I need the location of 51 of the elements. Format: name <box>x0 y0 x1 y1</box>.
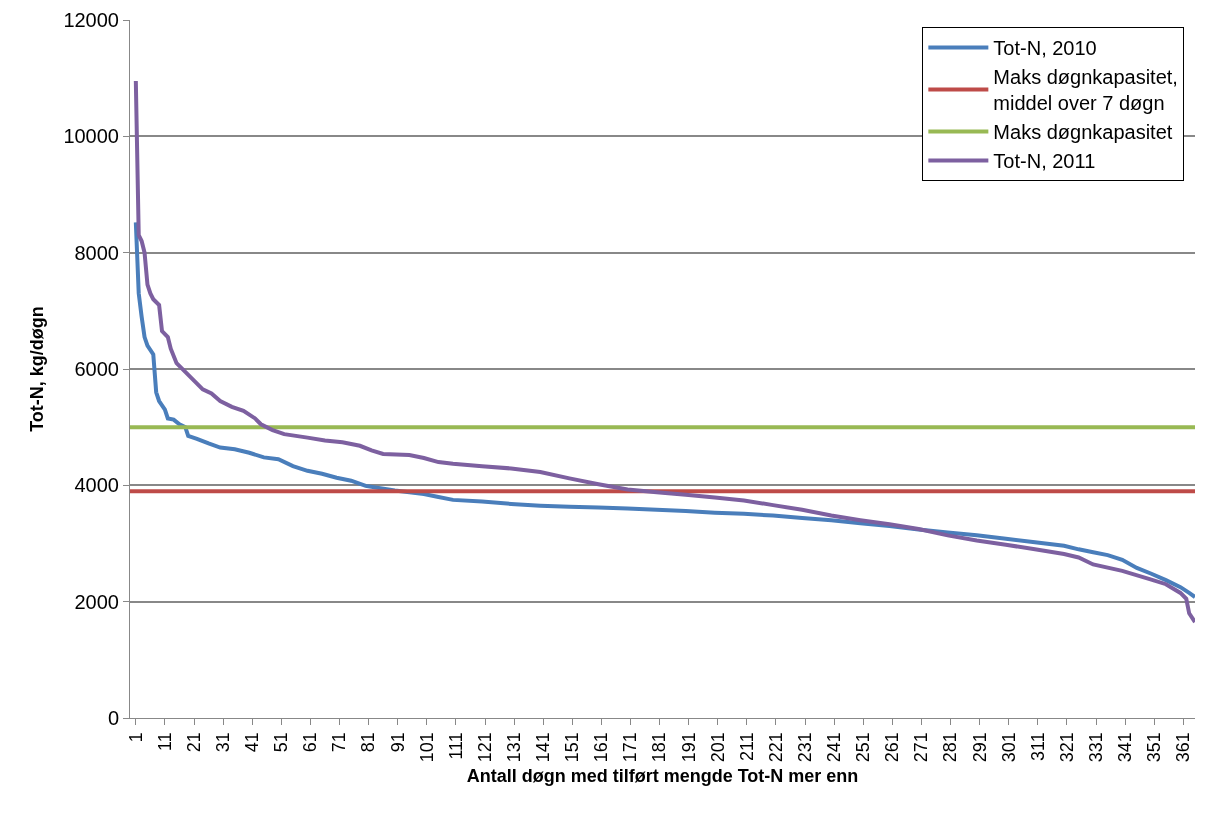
x-tick-label: 21 <box>183 732 204 753</box>
y-tick-label: 12000 <box>63 9 119 31</box>
y-tick-label: 8000 <box>74 241 119 264</box>
x-tick-label: 191 <box>678 732 699 763</box>
y-tick-label: 10000 <box>63 125 119 148</box>
legend-label: Maks døgnkapasitet, middel over 7 døgn <box>993 66 1178 115</box>
x-tick-label: 11 <box>154 732 175 751</box>
x-tick-label: 251 <box>853 732 874 763</box>
y-tick-label: 0 <box>107 707 119 729</box>
x-tick-label: 271 <box>911 732 932 763</box>
x-axis-title: Antall døgn med tilført mengde Tot-N mer enn <box>466 766 859 787</box>
x-tick-label: 1 <box>125 732 146 743</box>
x-tick-label: 51 <box>271 732 292 753</box>
x-tick-label: 351 <box>1144 732 1165 763</box>
x-tick-label: 61 <box>300 732 321 753</box>
y-tick-label: 2000 <box>74 590 119 613</box>
x-tick-label: 341 <box>1115 732 1136 763</box>
x-tick-label: 91 <box>387 732 408 753</box>
x-tick-label: 161 <box>591 732 612 763</box>
x-tick-label: 81 <box>358 732 379 753</box>
x-tick-label: 171 <box>620 732 641 763</box>
x-tick-label: 321 <box>1056 732 1077 763</box>
x-tick-label: 71 <box>329 732 350 753</box>
x-tick-label: 121 <box>474 732 495 763</box>
x-tick-label: 361 <box>1173 732 1194 763</box>
legend-label: Tot-N, 2010 <box>993 37 1097 60</box>
x-tick-label: 41 <box>242 732 263 753</box>
legend-label: Maks døgnkapasitet <box>993 121 1173 144</box>
x-tick-label: 101 <box>416 732 437 763</box>
y-axis-title: Tot-N, kg/døgn <box>26 306 47 432</box>
x-tick-label: 301 <box>998 732 1019 763</box>
x-tick-label: 181 <box>649 732 670 763</box>
x-tick-label: 141 <box>533 732 554 763</box>
y-tick-label: 6000 <box>74 358 119 380</box>
x-tick-label: 331 <box>1085 732 1106 763</box>
x-tick-label: 111 <box>445 732 466 760</box>
x-tick-label: 201 <box>707 732 728 763</box>
x-tick-label: 291 <box>969 732 990 763</box>
x-tick-label: 241 <box>824 732 845 763</box>
x-tick-label: 311 <box>1027 732 1048 761</box>
line-series <box>133 220 1195 600</box>
x-tick-label: 151 <box>562 732 583 763</box>
x-tick-label: 31 <box>212 732 233 753</box>
x-tick-label: 281 <box>940 732 961 763</box>
x-tick-label: 221 <box>765 732 786 763</box>
x-tick-label: 261 <box>882 732 903 763</box>
y-tick-label: 4000 <box>74 474 119 497</box>
x-tick-label: 211 <box>736 732 757 761</box>
x-tick-label: 231 <box>794 732 815 763</box>
legend-label: Tot-N, 2011 <box>993 150 1096 173</box>
x-tick-label: 131 <box>503 732 524 763</box>
